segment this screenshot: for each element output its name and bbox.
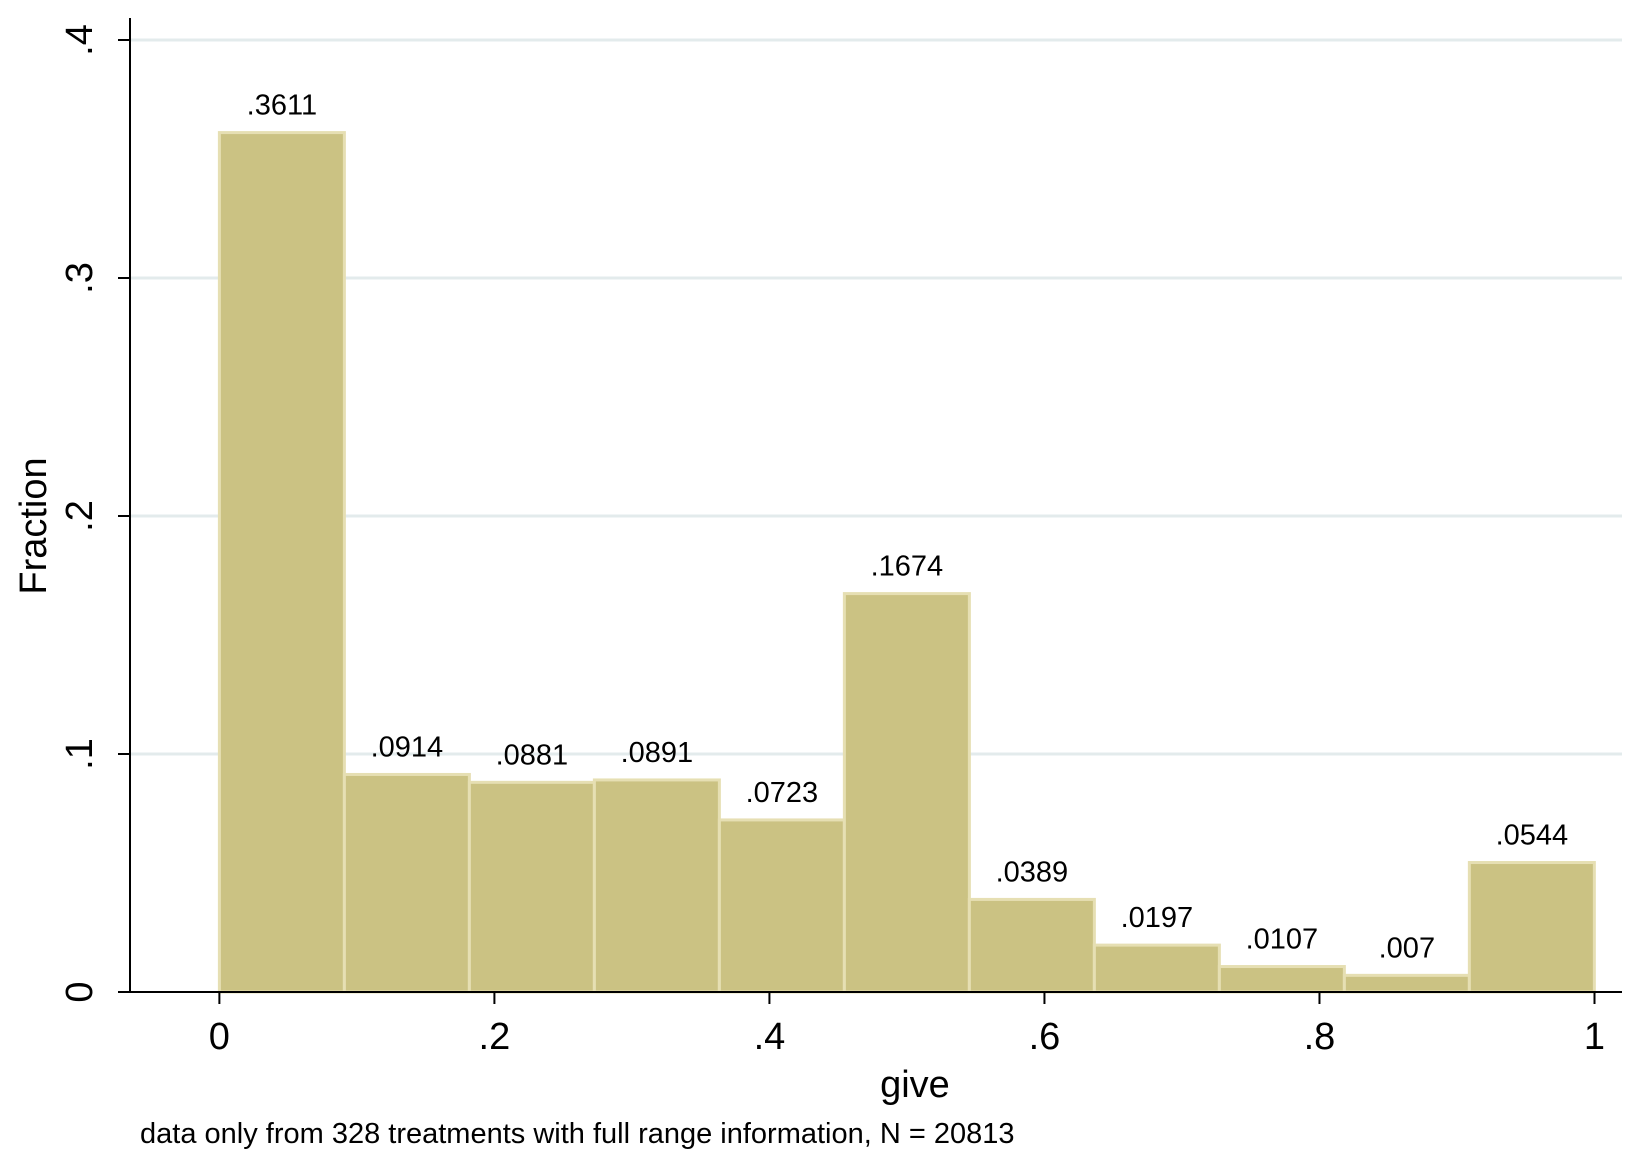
bar-3: [592, 778, 721, 994]
bar-label-7: .0197: [1121, 902, 1194, 934]
bar-label-0: .3611: [247, 90, 317, 122]
y-tick-label-0: 0: [59, 981, 101, 1002]
bar-0: [217, 131, 346, 994]
bar-5: [842, 592, 971, 994]
bar-8: [1217, 965, 1346, 994]
x-tick-label-5: 1: [1584, 1016, 1605, 1058]
bar-label-5: .1674: [871, 551, 944, 583]
y-tick-label-3: .3: [59, 262, 101, 294]
bar-1: [342, 772, 471, 994]
y-tick-label-2: .2: [59, 500, 101, 532]
bars: [217, 131, 1596, 994]
bar-4: [717, 818, 846, 994]
x-tick-label-0: 0: [209, 1016, 230, 1058]
bar-label-8: .0107: [1246, 924, 1319, 956]
x-axis-title: give: [880, 1064, 950, 1106]
x-tick-label-4: .8: [1304, 1016, 1336, 1058]
x-tick-label-3: .6: [1029, 1016, 1061, 1058]
y-tick-label-1: .1: [59, 738, 101, 770]
bar-value-labels: .3611 .0914 .0881 .0891 .0723 .1674 .0389 .0197…: [247, 90, 1568, 965]
x-tick-label-1: .2: [479, 1016, 511, 1058]
bar-label-4: .0723: [746, 777, 819, 809]
y-axis-title: Fraction: [13, 457, 55, 594]
chart-note: data only from 328 treatments with full …: [140, 1118, 1015, 1150]
bar-9: [1342, 973, 1471, 994]
bar-label-3: .0891: [621, 737, 694, 769]
bar-label-2: .0881: [496, 739, 569, 771]
bar-2: [467, 780, 596, 994]
x-tick-label-2: .4: [754, 1016, 786, 1058]
bar-label-9: .007: [1379, 932, 1435, 964]
bar-label-6: .0389: [996, 856, 1069, 888]
y-tick-label-4: .4: [59, 24, 101, 56]
bar-7: [1092, 943, 1221, 994]
bar-label-1: .0914: [371, 731, 444, 763]
bar-6: [967, 897, 1096, 994]
axes: [129, 18, 1622, 993]
bar-label-10: .0544: [1496, 820, 1569, 852]
bar-10: [1467, 861, 1596, 994]
y-axis-ticks: 0 .1 .2 .3 .4: [59, 24, 130, 1003]
x-axis-ticks: 0 .2 .4 .6 .8 1: [209, 992, 1605, 1058]
